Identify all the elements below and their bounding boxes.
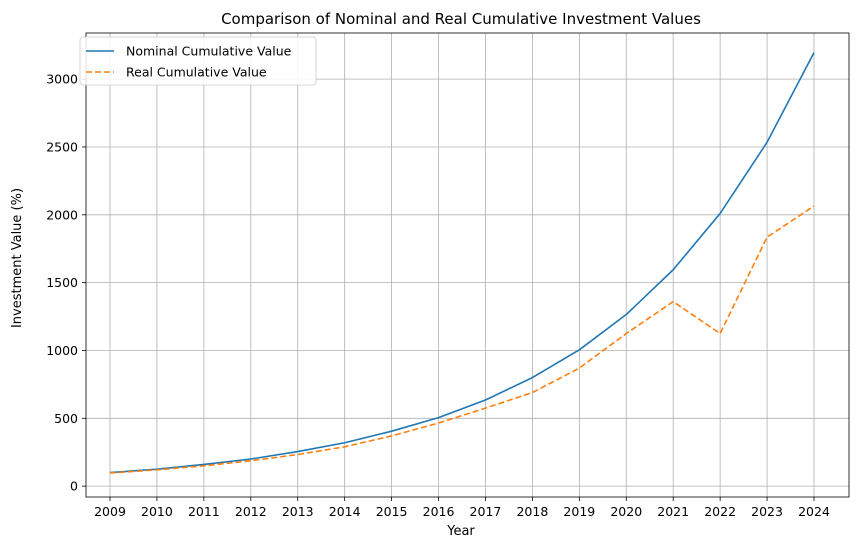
x-tick-label: 2021 xyxy=(657,504,689,519)
series-line-1 xyxy=(109,52,815,474)
y-tick-label: 1500 xyxy=(46,275,78,290)
x-tick-label: 2020 xyxy=(610,504,642,519)
x-tick-label: 2016 xyxy=(423,504,455,519)
x-tick-label: 2011 xyxy=(188,504,220,519)
plot-frame xyxy=(85,32,850,498)
x-tick-label: 2018 xyxy=(516,504,548,519)
x-tick-label: 2024 xyxy=(798,504,830,519)
x-tick-label: 2022 xyxy=(704,504,736,519)
y-tick-label: 3000 xyxy=(46,72,78,87)
x-tick-label: 2012 xyxy=(235,504,267,519)
chart-title: Comparison of Nominal and Real Cumulativ… xyxy=(221,10,701,28)
x-tick-label: 2023 xyxy=(751,504,783,519)
series-layer xyxy=(109,52,815,474)
y-tick-label: 0 xyxy=(70,479,78,494)
x-tick-label: 2017 xyxy=(470,504,502,519)
x-tick-label: 2013 xyxy=(282,504,314,519)
x-tick-label: 2014 xyxy=(329,504,361,519)
x-axis: 2009 2010 2011 2012 2013 2014 2015 2016 2017 2018… xyxy=(94,497,830,519)
grid xyxy=(86,33,849,497)
series-line-2 xyxy=(109,205,815,474)
x-tick-label: 2010 xyxy=(141,504,173,519)
x-tick-label: 2009 xyxy=(94,504,126,519)
legend-label-1: Nominal Cumulative Value xyxy=(126,44,292,59)
legend-label-2: Real Cumulative Value xyxy=(126,65,267,80)
y-tick-label: 2000 xyxy=(46,207,78,222)
x-axis-label: Year xyxy=(446,524,475,539)
legend-box xyxy=(79,36,317,86)
y-axis-label: Investment Value (%) xyxy=(10,188,25,328)
x-tick-label: 2019 xyxy=(563,504,595,519)
x-tick-label: 2015 xyxy=(376,504,408,519)
y-tick-label: 2500 xyxy=(46,139,78,154)
legend: Nominal Cumulative Value Real Cumulative … xyxy=(79,36,317,86)
y-tick-label: 500 xyxy=(54,411,78,426)
y-axis: 0 500 1000 1500 2000 2500 3000 xyxy=(46,72,86,494)
y-tick-label: 1000 xyxy=(46,343,78,358)
